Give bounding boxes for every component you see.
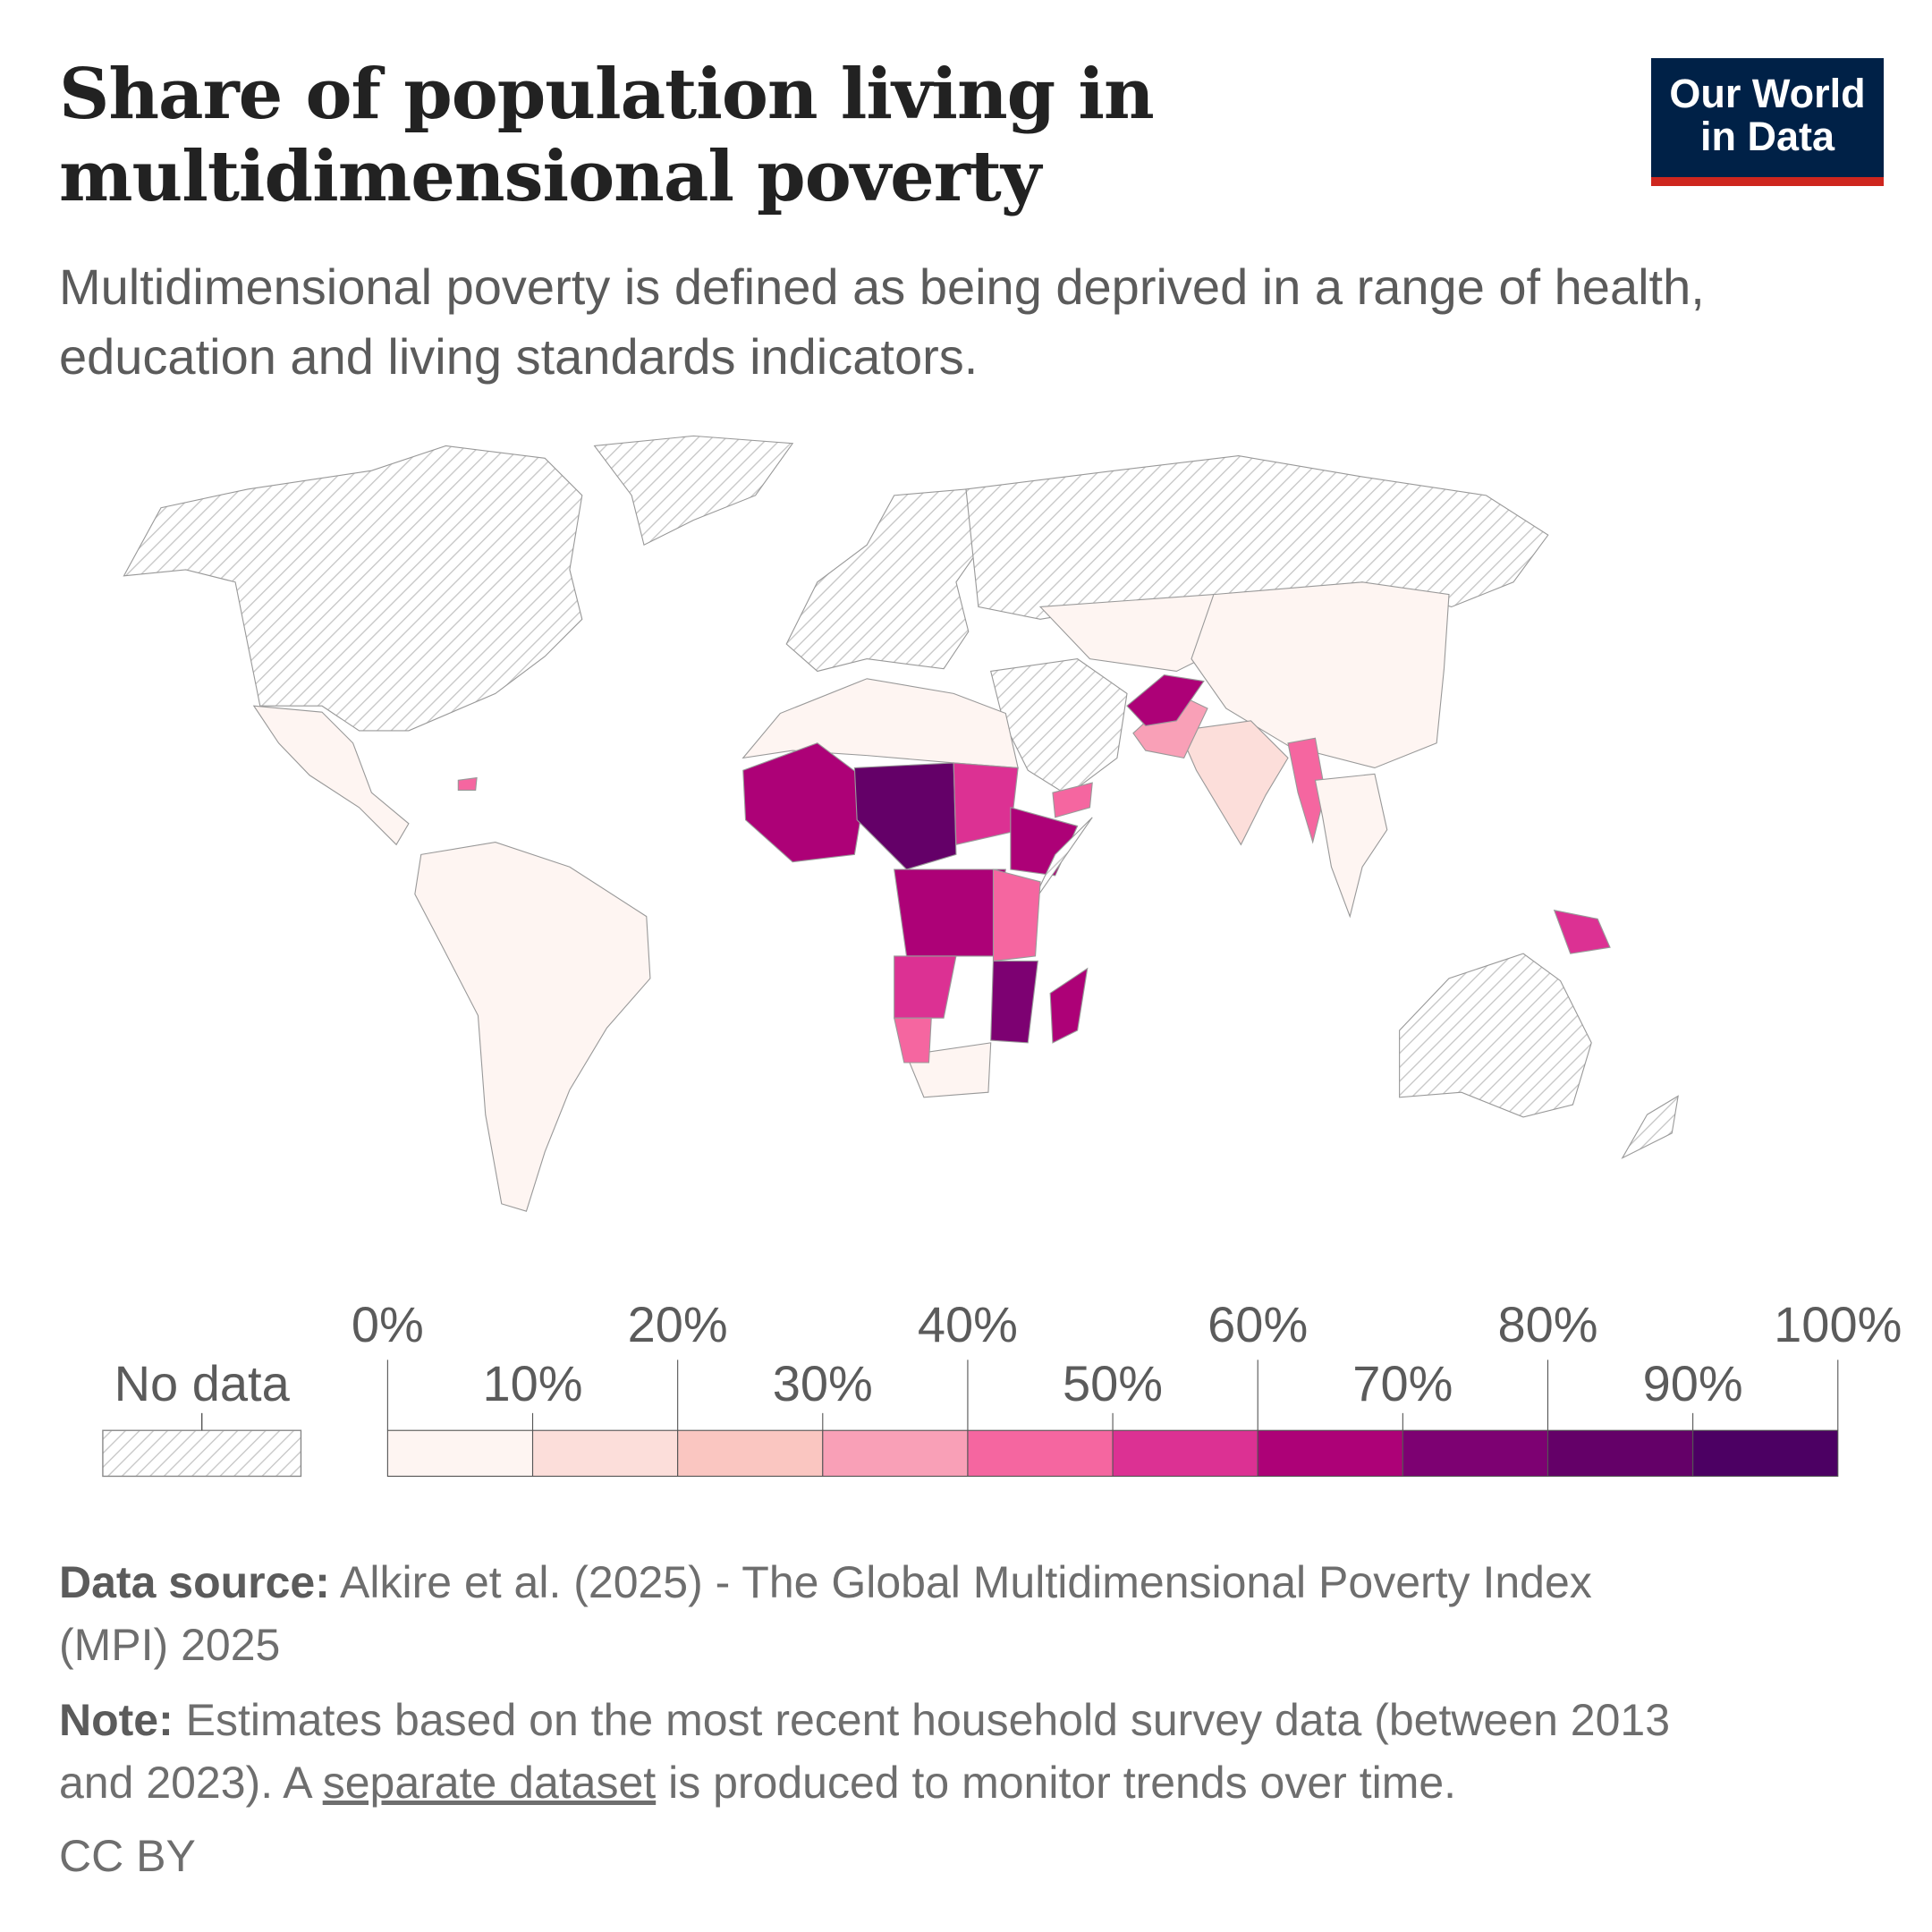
license[interactable]: CC BY [59,1831,196,1881]
country-china[interactable] [1191,581,1450,769]
legend-swatch [822,1429,969,1478]
source-text-2: (MPI) 2025 [59,1620,281,1670]
country-namibia[interactable] [894,1017,932,1063]
country-yemen[interactable] [1052,782,1093,818]
country-ethiopia[interactable] [1010,807,1079,877]
legend-label: 40% [917,1296,1018,1352]
data-source: Data source: Alkire et al. (2025) - The … [59,1551,1848,1676]
note-text-2b: is produced to monitor trends over time. [656,1758,1457,1808]
title-line-2: multidimensional poverty [59,136,1041,217]
legend-swatch [531,1429,679,1478]
country-central-africa[interactable] [894,869,1006,957]
source-text: Alkire et al. (2025) - The Global Multid… [329,1557,1592,1607]
country-east-africa[interactable] [992,869,1041,962]
legend-swatch [677,1429,824,1478]
country-madagascar[interactable] [1049,967,1089,1044]
legend-swatch [1546,1429,1694,1478]
chart-subtitle: Multidimensional poverty is defined as b… [59,258,1705,385]
legend-swatch [386,1429,534,1478]
country-sudan[interactable] [953,762,1019,845]
legend-label: 10% [482,1355,583,1411]
country-angola[interactable] [894,955,957,1019]
country-north-africa[interactable] [741,678,1019,769]
legend-label: 0% [351,1296,424,1352]
country-north-america[interactable] [123,445,583,732]
country-australia[interactable] [1399,953,1592,1118]
logo-line-1: Our World [1669,71,1866,116]
country-myanmar[interactable] [1287,737,1326,844]
legend-label: 60% [1208,1296,1309,1352]
country-somalia[interactable] [1030,817,1093,907]
country-mexico-central-america[interactable] [252,705,410,846]
legend-swatch [1257,1429,1403,1478]
country-south-america[interactable] [414,841,651,1212]
country-greenland[interactable] [593,435,794,547]
note-text: Estimates based on the most recent house… [173,1695,1671,1745]
country-europe[interactable] [785,488,992,673]
chart-title: Share of population living in multidimen… [59,54,1401,218]
title-line-1: Share of population living in [59,54,1155,135]
note-label: Note: [59,1695,174,1745]
country-india[interactable] [1178,720,1289,846]
legend-label: 50% [1063,1355,1164,1411]
legend-no-data-label: No data [114,1355,290,1411]
legend-label: 80% [1497,1296,1598,1352]
legend-label: 30% [772,1355,873,1411]
source-label: Data source: [59,1557,330,1607]
legend-swatch [1692,1429,1839,1478]
note-text-2a: and 2023). A [59,1758,323,1808]
legend-label: 20% [627,1296,728,1352]
legend-label: 90% [1642,1355,1743,1411]
owid-logo[interactable]: Our World in Data [1651,58,1884,186]
legend-swatch [1402,1429,1549,1478]
country-papua-new-guinea[interactable] [1553,909,1611,954]
legend-swatch [1112,1429,1258,1478]
legend-swatch [967,1429,1114,1478]
legend-no-data-swatch [102,1429,302,1478]
legend-label: 100% [1774,1296,1902,1352]
logo-line-2: in Data [1699,114,1835,159]
country-west-africa[interactable] [742,742,868,863]
country-haiti[interactable] [457,776,478,791]
note: Note: Estimates based on the most recent… [59,1689,1848,1814]
country-niger-chad[interactable] [853,762,957,870]
country-new-zealand[interactable] [1621,1095,1679,1159]
country-southeast-asia[interactable] [1314,773,1388,919]
country-mozambique[interactable] [990,960,1038,1044]
separate-dataset-link[interactable]: separate dataset [322,1758,657,1808]
country-afghanistan[interactable] [1126,674,1205,726]
legend-label: 70% [1352,1355,1453,1411]
